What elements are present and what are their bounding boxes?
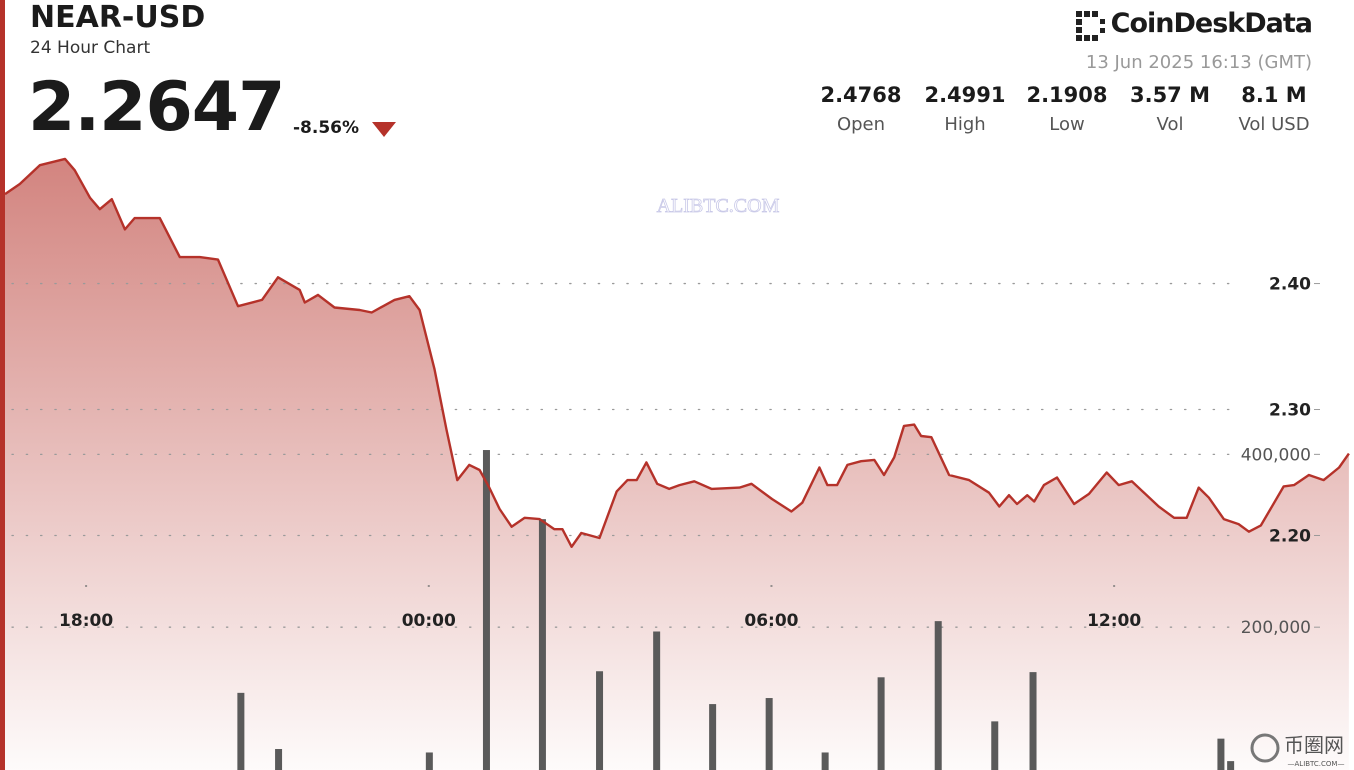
y2-tick-label: 400,000	[1241, 445, 1311, 465]
stat-label: High	[944, 114, 986, 135]
grid: 2.20 2.30 2.40 200,000 400,000	[11, 275, 1320, 638]
watermark-icon	[1250, 733, 1280, 763]
price-line	[4, 157, 1350, 548]
volume-bar	[1029, 672, 1037, 770]
stat-label: Open	[836, 114, 886, 135]
stat-label: Vol	[1156, 114, 1184, 135]
x-tick-label: 06:00	[744, 611, 798, 631]
volume-bar	[821, 752, 829, 770]
volume-bar	[1227, 761, 1235, 770]
volume-bar	[877, 677, 885, 770]
stat-value: 2.4991	[924, 83, 1006, 107]
volume-bar	[596, 671, 604, 770]
subtitle: 24 Hour Chart	[30, 38, 151, 58]
volume-bar	[425, 752, 433, 770]
y-tick-label: 2.20	[1269, 526, 1311, 546]
x-tick-label: 12:00	[1087, 611, 1141, 631]
volume-bar	[653, 631, 661, 770]
volume-bar	[482, 450, 490, 770]
price-area	[5, 158, 1349, 770]
volume-bar	[275, 749, 283, 770]
volume-bar	[237, 692, 245, 770]
y2-tick-label: 200,000	[1241, 618, 1311, 638]
y-tick-label: 2.40	[1269, 275, 1311, 295]
stat-value: 2.4768	[820, 83, 902, 107]
brand: CoinDeskData	[1110, 8, 1313, 39]
timestamp: 13 Jun 2025 16:13 (GMT)	[1085, 52, 1312, 73]
volume-bar	[934, 621, 942, 770]
change: -8.56%	[293, 118, 360, 138]
x-tick-label: 18:00	[59, 611, 113, 631]
title: NEAR-USD	[30, 0, 206, 35]
x-tick-label: 00:00	[402, 611, 456, 631]
y-tick-label: 2.30	[1269, 401, 1311, 421]
volume-bar	[765, 698, 773, 770]
watermark-logo: 币圈网	[1284, 733, 1344, 757]
stat-value: 2.1908	[1026, 83, 1108, 107]
stat-value: 3.57 M	[1129, 83, 1211, 107]
volume-bar	[538, 519, 546, 770]
stat-label: Vol USD	[1238, 114, 1310, 135]
price: 2.2647	[28, 68, 285, 147]
volume-bar	[991, 721, 999, 770]
watermark-logo-sub: —ALIBTC.COM—	[1288, 760, 1345, 768]
accent-bar	[0, 0, 5, 770]
volume-bar	[709, 704, 717, 770]
volume-bar	[1217, 738, 1225, 770]
stat-value: 8.1 M	[1241, 83, 1307, 107]
stat-label: Low	[1049, 114, 1085, 135]
watermark: ALIBTC.COM	[657, 195, 780, 217]
